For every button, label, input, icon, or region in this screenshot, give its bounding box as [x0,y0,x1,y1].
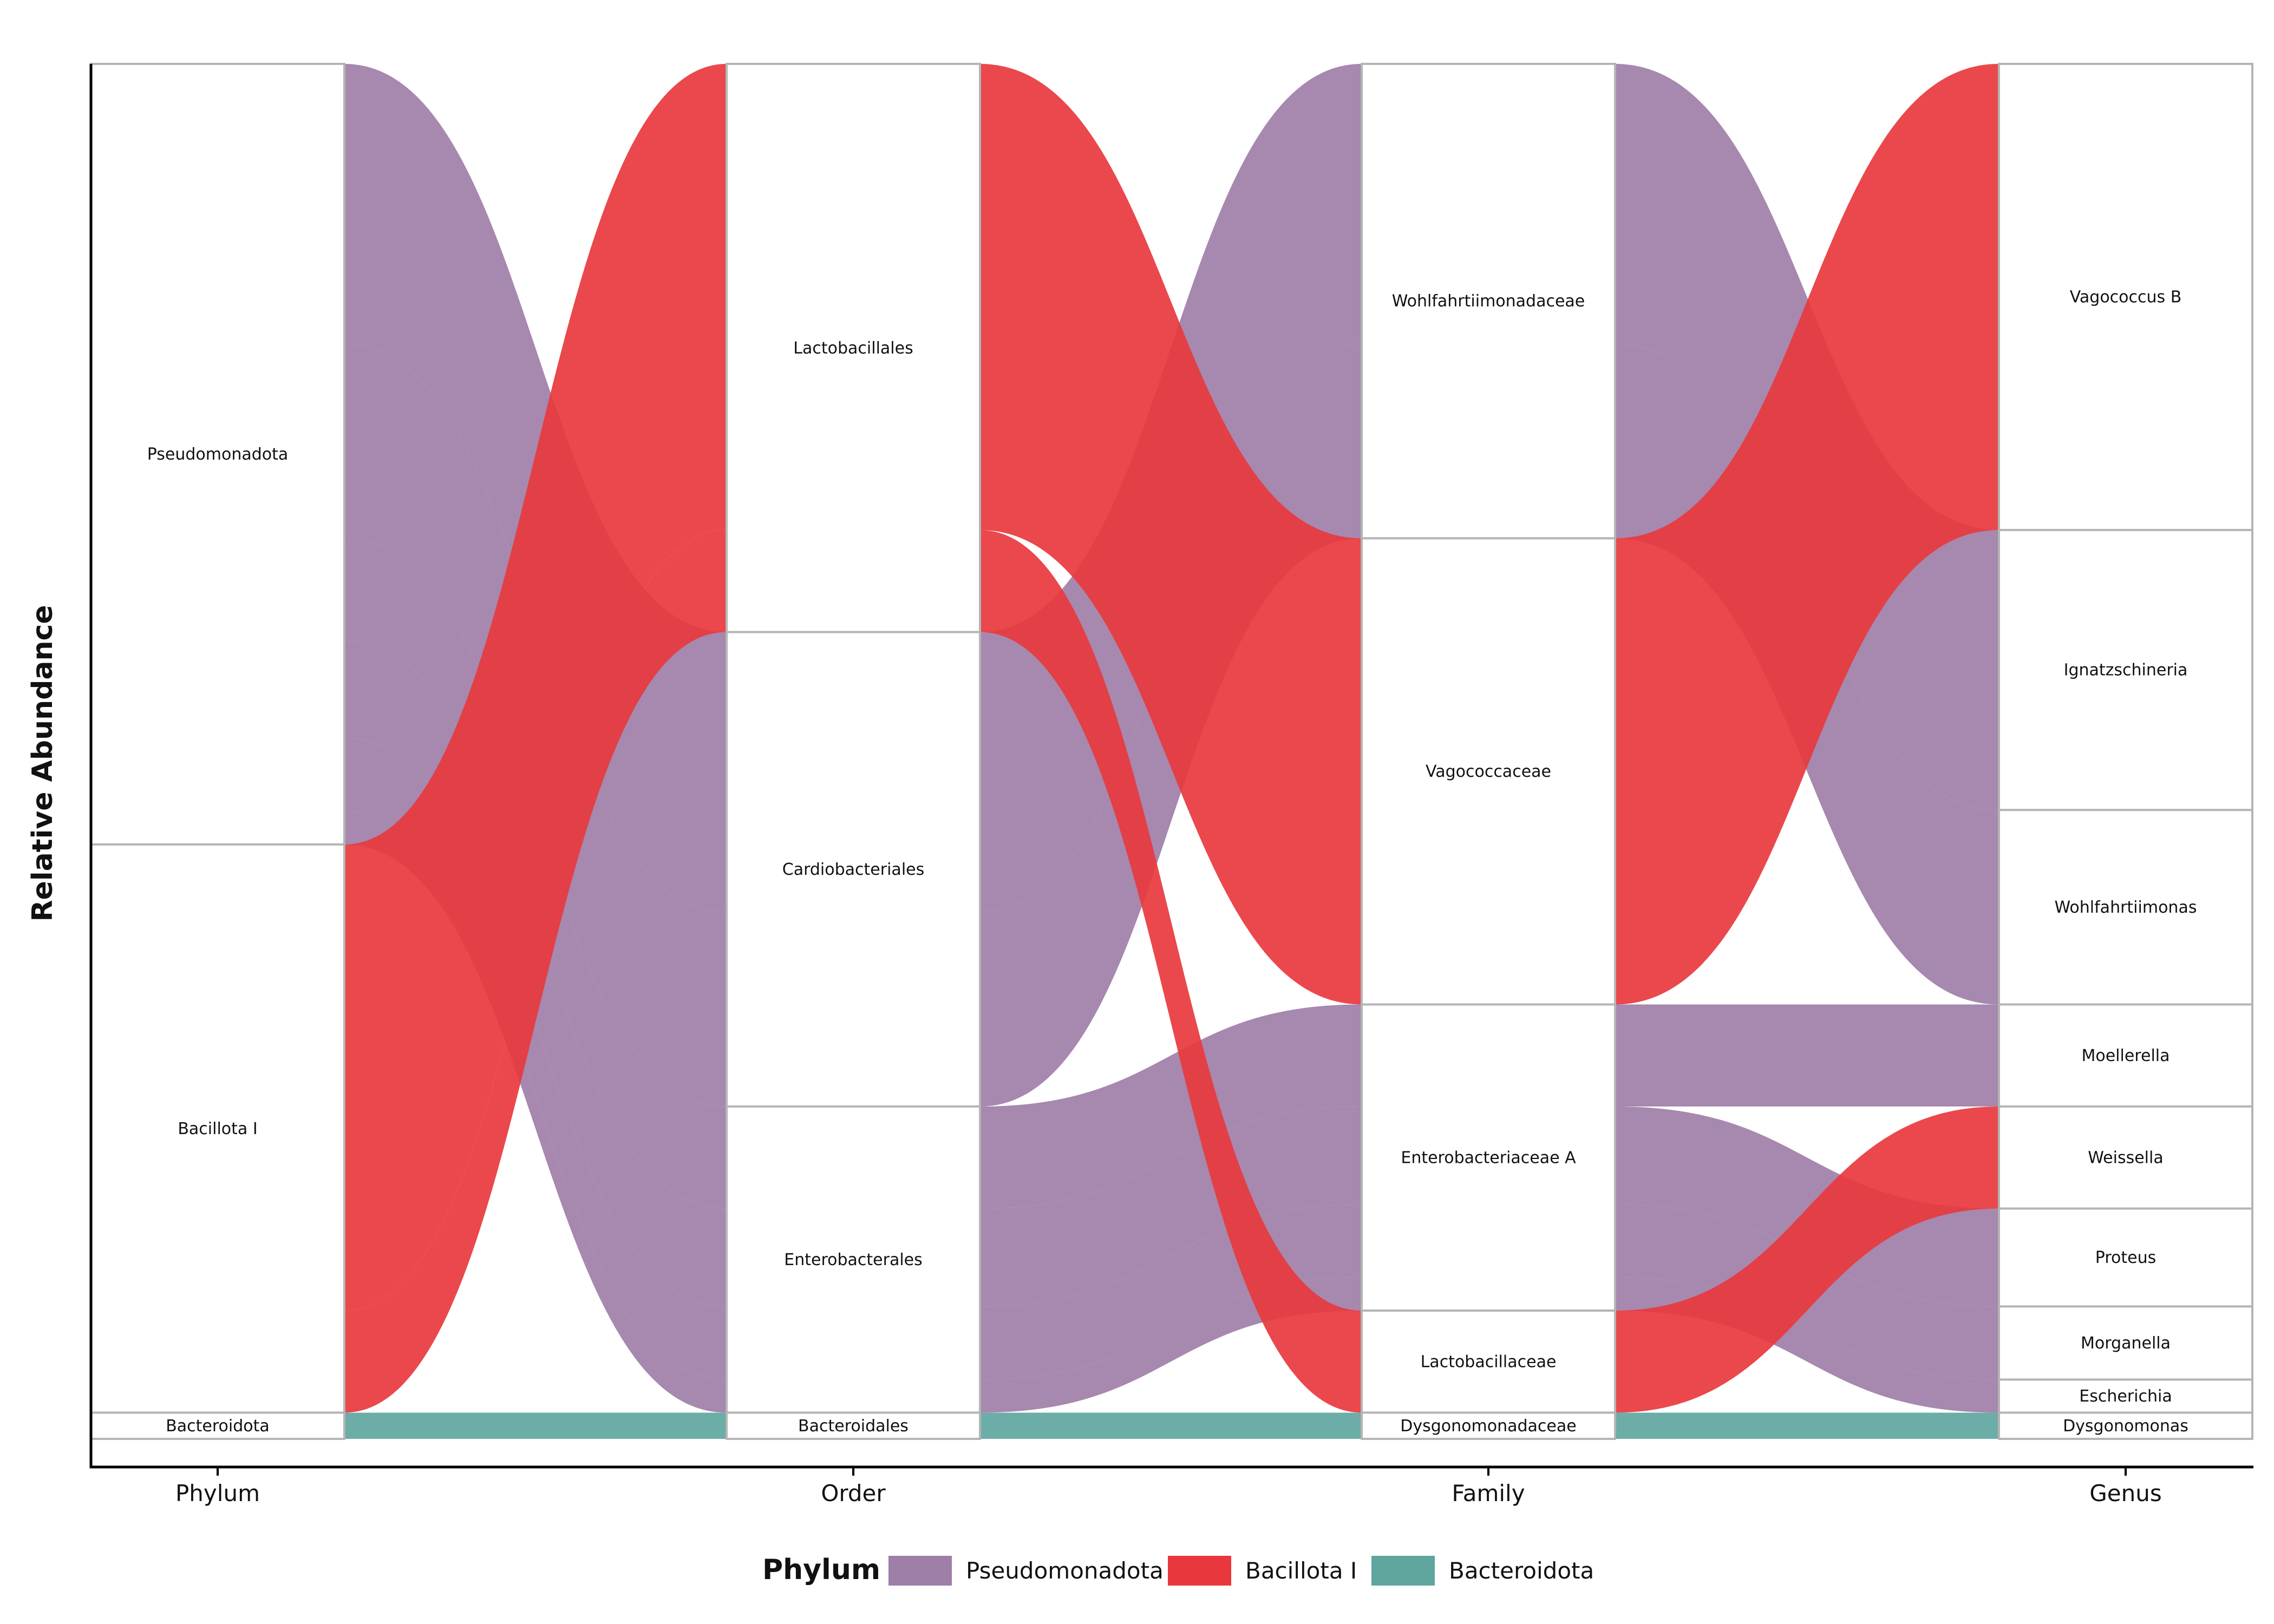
flows-layer [344,64,1999,1439]
stratum-ignatzschineria [1998,529,2253,811]
flow-enterobacteriaceae-a-to-proteus [1615,1106,1999,1307]
stratum-moellerella [1998,1003,2253,1108]
flow-lactobacillales-to-vagococcaceae [980,64,1362,1005]
stratum-vagococcus-b [1998,63,2253,532]
flow-bacillota-i-to-lactobacillales [344,64,727,1311]
flow-enterobacterales-to-enterobacteriaceae-a [980,1106,1362,1307]
stratum-label-wohlfahrtiimonadaceae: Wohlfahrtiimonadaceae [1392,292,1585,311]
legend-key-bacteroidota [1371,1556,1435,1586]
flow-enterobacteriaceae-a-to-moellerella [1615,1004,1999,1107]
legend-key-bacillota-i [1168,1556,1231,1586]
legend-key-pseudomonadota [888,1556,952,1586]
stratum-label-bacteroidales: Bacteroidales [798,1417,909,1436]
stratum-morganella [1998,1305,2253,1381]
stratum-escherichia [1998,1378,2253,1414]
stratum-label-bacillota-i: Bacillota I [178,1119,257,1138]
stratum-pseudomonadota [90,63,345,846]
legend-label-pseudomonadota: Pseudomonadota [966,1557,1164,1584]
x-tick-label-order: Order [821,1480,886,1507]
stratum-label-moellerella: Moellerella [2081,1046,2170,1065]
stratum-label-enterobacteriaceae-a: Enterobacteriaceae A [1401,1148,1576,1167]
legend-label-bacteroidota: Bacteroidota [1449,1557,1594,1584]
x-tick-label-phylum: Phylum [175,1480,260,1507]
stratum-label-vagococcaceae: Vagococcaceae [1426,762,1551,781]
stratum-label-pseudomonadota: Pseudomonadota [147,445,289,464]
flow-bacteroidales-to-dysgonomonadaceae [980,1412,1362,1439]
legend: Phylum Pseudomonadota Bacillota I Bacteroid… [762,1554,1594,1586]
stratum-label-wohlfahrtiimonas: Wohlfahrtiimonas [2055,898,2197,917]
flow-pseudomonadota-to-enterobacterales [344,811,727,1413]
axes-layer: Phylum Order Family Genus [89,64,2253,1507]
stratum-enterobacterales [726,1105,981,1414]
flow-lactobacillaceae-to-weissella [1615,1106,1999,1413]
stratum-lactobacillaceae [1361,1309,1616,1414]
stratum-label-morganella: Morganella [2081,1334,2171,1353]
stratum-wohlfahrtiimonas [1998,809,2253,1006]
stratum-enterobacteriaceae-a [1361,1003,1616,1312]
flow-bacteroidota-to-bacteroidales [344,1412,727,1439]
stratum-label-proteus: Proteus [2095,1248,2156,1267]
flow-dysgonomonadaceae-to-dysgonomonas [1615,1412,1999,1439]
stratum-label-bacteroidota: Bacteroidota [166,1417,270,1436]
flow-pseudomonadota-to-enterobacterales [344,738,727,1380]
flow-lactobacillales-to-lactobacillaceae [980,530,1362,1413]
flow-vagococcaceae-to-vagococcus-b [1615,64,1999,1005]
stratum-label-lactobacillales: Lactobacillales [793,339,913,358]
stratum-label-weissella: Weissella [2088,1148,2163,1167]
stratum-label-dysgonomonas: Dysgonomonas [2063,1417,2188,1436]
stratum-label-lactobacillaceae: Lactobacillaceae [1421,1352,1557,1371]
stratum-bacteroidota [90,1411,345,1440]
stratum-label-cardiobacteriales: Cardiobacteriales [782,860,925,879]
stratum-label-enterobacterales: Enterobacterales [784,1250,923,1269]
stratum-cardiobacteriales [726,631,981,1108]
x-tick-label-genus: Genus [2089,1480,2162,1507]
stratum-label-dysgonomonadaceae: Dysgonomonadaceae [1400,1417,1576,1436]
y-axis-title: Relative Abundance [27,605,59,921]
stratum-label-ignatzschineria: Ignatzschineria [2064,661,2188,680]
stratum-bacteroidales [726,1411,981,1440]
flow-bacillota-i-to-lactobacillales [344,530,727,1413]
stratum-label-escherichia: Escherichia [2079,1387,2172,1406]
stratum-lactobacillales [726,63,981,633]
legend-label-bacillota-i: Bacillota I [1245,1557,1357,1584]
stratum-vagococcaceae [1361,537,1616,1006]
stratum-label-vagococcus-b: Vagococcus B [2070,288,2182,307]
strata-layer: Pseudomonadota Bacillota I Bacteroidota Lac… [90,63,2253,1440]
flow-enterobacterales-to-enterobacteriaceae-a [980,1004,1362,1209]
stratum-dysgonomonas [1998,1411,2253,1440]
legend-title: Phylum [762,1554,880,1586]
x-tick-label-family: Family [1452,1480,1525,1507]
stratum-dysgonomonadaceae [1361,1411,1616,1440]
